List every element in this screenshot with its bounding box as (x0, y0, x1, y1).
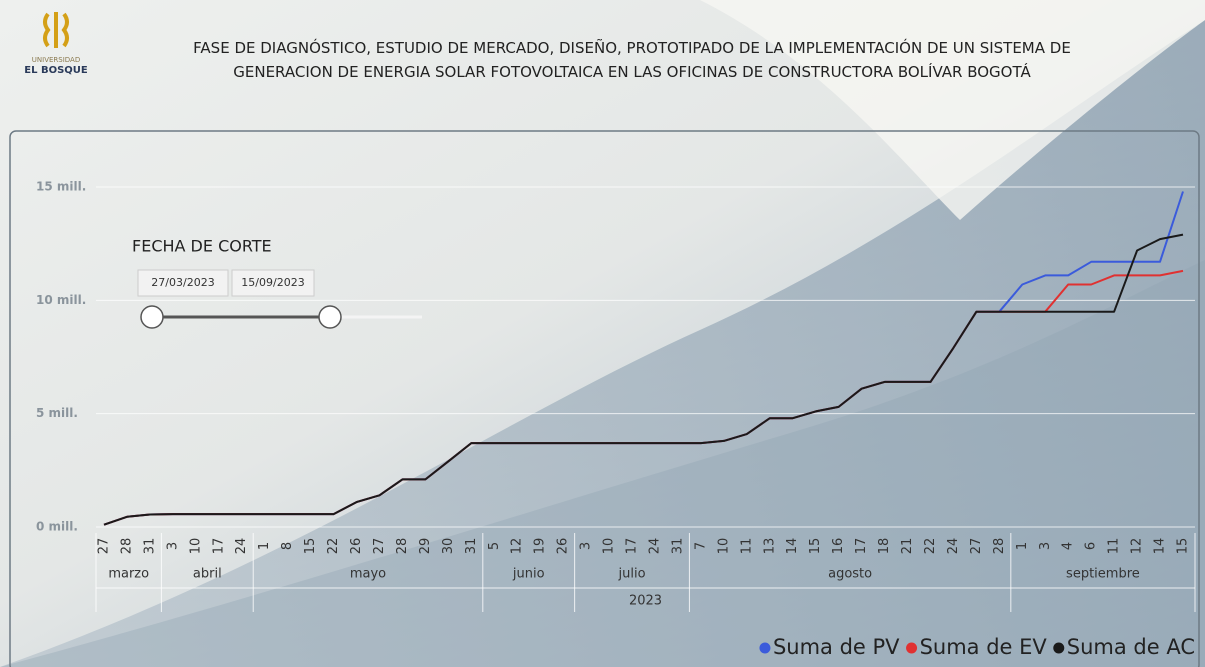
x-tick-label: 12 (510, 538, 525, 555)
x-tick-label: 17 (625, 538, 640, 555)
x-tick-label: 28 (992, 538, 1007, 555)
x-group-label: junio (512, 567, 545, 582)
y-tick-label: 10 mill. (36, 293, 86, 307)
x-tick-label: 4 (1061, 542, 1076, 550)
logo-top: UNIVERSIDAD (32, 56, 80, 64)
legend-swatch (759, 642, 771, 654)
x-tick-label: 3 (1038, 542, 1053, 550)
x-tick-label: 24 (946, 538, 961, 555)
slicer-end: 15/09/2023 (241, 276, 304, 289)
x-tick-label: 1 (257, 542, 272, 550)
x-tick-label: 26 (556, 538, 571, 555)
x-tick-label: 22 (923, 538, 938, 555)
x-group-label: agosto (828, 567, 872, 582)
y-tick-label: 15 mill. (36, 180, 86, 194)
x-tick-label: 24 (647, 538, 662, 555)
chart-title: FASE DE DIAGNÓSTICO, ESTUDIO DE MERCADO,… (193, 38, 1071, 81)
background-swoosh (0, 20, 1205, 667)
slicer-start: 27/03/2023 (151, 276, 214, 289)
x-tick-label: 27 (97, 538, 112, 555)
x-group-label: mayo (350, 567, 386, 582)
legend-swatch (1053, 642, 1065, 654)
y-tick-label: 5 mill. (36, 406, 78, 420)
x-tick-label: 31 (142, 538, 157, 555)
x-tick-label: 3 (579, 542, 594, 550)
series-line (103, 233, 1184, 526)
logo-icon (43, 12, 69, 48)
x-tick-label: 24 (234, 538, 249, 555)
x-tick-label: 28 (119, 538, 134, 555)
chart-panel (9, 130, 1200, 667)
x-tick-label: 30 (441, 538, 456, 555)
x-tick-label: 16 (831, 538, 846, 555)
legend-label: Suma de AC (1067, 635, 1195, 659)
date-box[interactable] (137, 269, 229, 297)
x-tick-label: 6 (1084, 542, 1099, 550)
background-swoosh (0, 260, 1205, 667)
date-box[interactable] (231, 269, 315, 297)
x-tick-label: 28 (395, 538, 410, 555)
x-group-label: abril (193, 567, 222, 582)
legend-label: Suma de EV (920, 635, 1048, 659)
logo: UNIVERSIDAD EL BOSQUE (24, 12, 88, 76)
slicer-title: FECHA DE CORTE (132, 237, 272, 256)
x-tick-label: 14 (785, 538, 800, 555)
slicer: FECHA DE CORTE 27/03/2023 15/09/2023 (132, 237, 422, 329)
plot: 0 mill.5 mill.10 mill.15 mill.27 28 31marz… (36, 180, 1196, 659)
x-tick-label: 17 (854, 538, 869, 555)
x-tick-label: 18 (877, 538, 892, 555)
legend-label: Suma de PV (773, 635, 900, 659)
x-tick-label: 3 (165, 542, 180, 550)
x-tick-label: 14 (1153, 538, 1168, 555)
x-tick-label: 13 (762, 538, 777, 555)
x-group-label: septiembre (1066, 567, 1140, 582)
x-tick-label: 12 (1130, 538, 1145, 555)
x-tick-label: 10 (716, 538, 731, 555)
slider-handle[interactable] (140, 305, 164, 329)
x-tick-label: 31 (464, 538, 479, 555)
logo-name: EL BOSQUE (24, 65, 88, 76)
x-tick-label: 17 (211, 538, 226, 555)
x-tick-label: 10 (602, 538, 617, 555)
x-group-label: marzo (108, 567, 149, 582)
x-tick-label: 27 (969, 538, 984, 555)
x-tick-label: 19 (533, 538, 548, 555)
x-tick-label: 27 (372, 538, 387, 555)
background-highlight (700, 0, 1205, 220)
x-year-label: 2023 (629, 594, 662, 609)
x-tick-label: 15 (303, 538, 318, 555)
y-tick-label: 0 mill. (36, 520, 78, 534)
x-tick-label: 8 (280, 542, 295, 550)
x-tick-label: 21 (900, 538, 915, 555)
x-tick-label: 11 (1107, 538, 1122, 555)
legend-swatch (906, 642, 918, 654)
x-group-label: julio (618, 567, 646, 582)
x-tick-label: 7 (693, 542, 708, 550)
x-tick-label: 11 (739, 538, 754, 555)
x-tick-label: 26 (349, 538, 364, 555)
slider-handle[interactable] (318, 305, 342, 329)
x-tick-label: 29 (418, 538, 433, 555)
x-tick-label: 10 (188, 538, 203, 555)
x-tick-label: 31 (670, 538, 685, 555)
x-tick-label: 15 (1176, 538, 1191, 555)
x-tick-label: 15 (808, 538, 823, 555)
x-tick-label: 5 (487, 542, 502, 550)
x-tick-label: 1 (1015, 542, 1030, 550)
x-tick-label: 22 (326, 538, 341, 555)
